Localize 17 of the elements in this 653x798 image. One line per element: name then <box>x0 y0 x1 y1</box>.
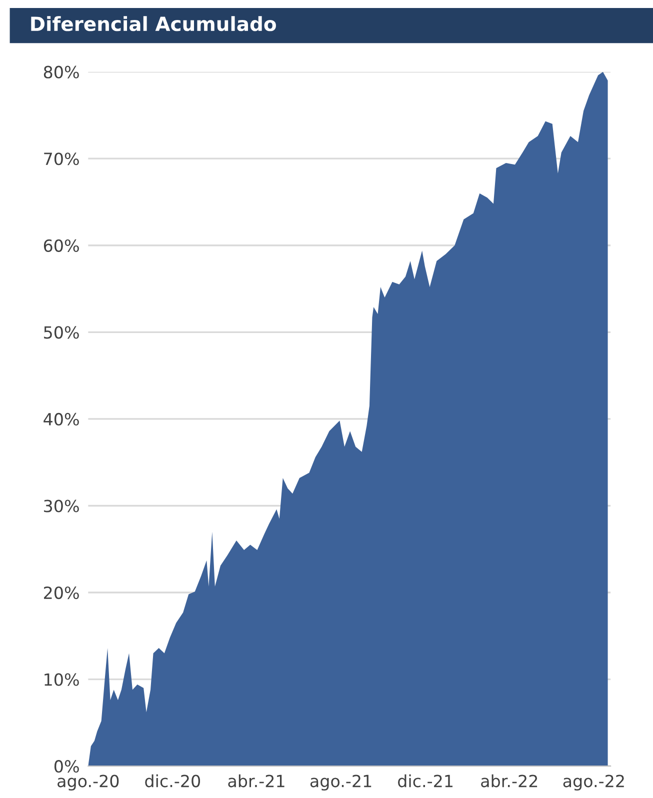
x-tick-label: abr.-21 <box>228 774 284 788</box>
x-tick-label: dic.-21 <box>398 774 452 788</box>
x-tick-label: ago.-21 <box>310 774 372 791</box>
y-tick-label: 50% <box>44 326 79 339</box>
x-tick-label: dic.-20 <box>145 774 200 788</box>
x-tick-label: abr.-22 <box>481 774 538 788</box>
y-tick-label: 70% <box>44 152 79 166</box>
chart-title: Diferencial Acumulado <box>31 16 276 32</box>
y-tick-label: 60% <box>44 239 79 252</box>
x-tick-label: ago.-20 <box>58 774 119 791</box>
y-tick-label: 40% <box>44 412 79 426</box>
x-tick-label: ago.-22 <box>563 774 624 791</box>
y-tick-label: 30% <box>44 500 79 512</box>
y-tick-label: 10% <box>44 673 79 686</box>
y-tick-label: 20% <box>44 586 79 600</box>
y-tick-label: 0% <box>54 760 79 773</box>
y-tick-label: 80% <box>44 66 79 78</box>
